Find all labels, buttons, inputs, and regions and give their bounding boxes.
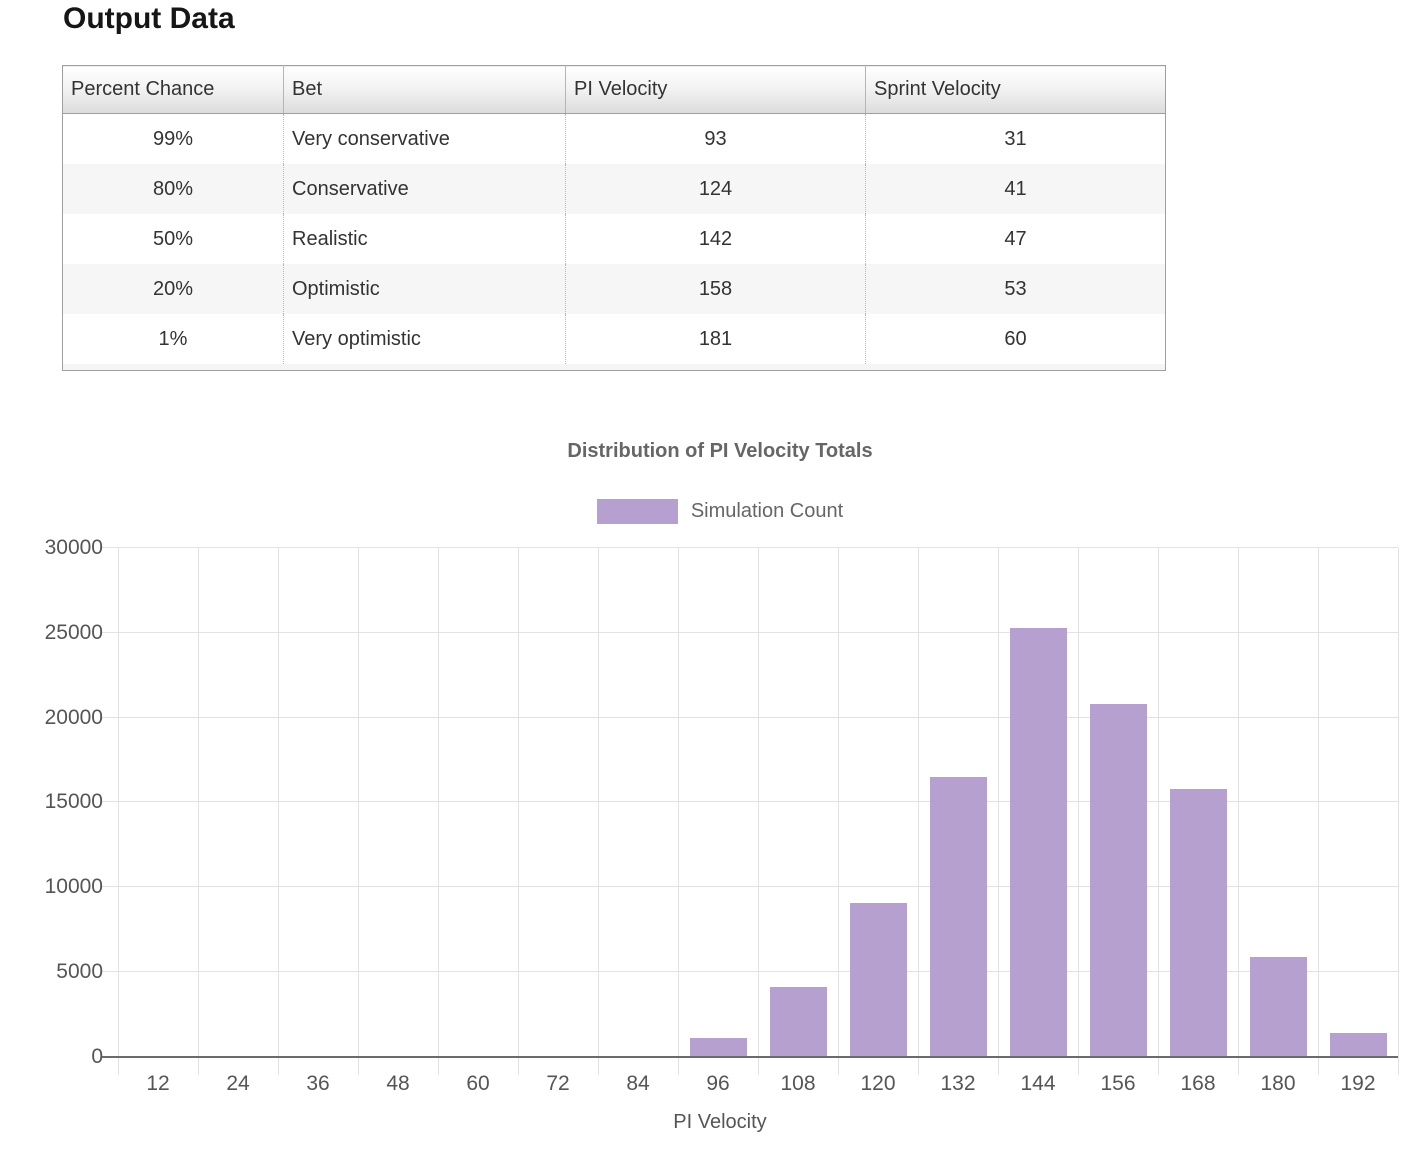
bar[interactable] <box>850 903 907 1057</box>
x-axis-label: 96 <box>706 1072 730 1095</box>
x-axis-label: 48 <box>386 1072 410 1095</box>
grid-line-vertical <box>118 548 119 1075</box>
x-axis-label: 12 <box>146 1072 170 1095</box>
x-axis-label: 24 <box>226 1072 250 1095</box>
table-cell: 158 <box>565 264 866 314</box>
legend-label: Simulation Count <box>690 500 844 522</box>
table-header-row: Percent Chance Bet PI Velocity Sprint Ve… <box>62 65 1166 114</box>
table-footer-spacer <box>62 364 1166 371</box>
y-axis-label: 10000 <box>44 875 103 898</box>
grid-line-horizontal <box>102 886 1398 887</box>
x-axis-label: 36 <box>306 1072 330 1095</box>
y-axis-label: 0 <box>91 1045 103 1068</box>
table-cell: Realistic <box>283 214 566 264</box>
y-axis-label: 20000 <box>44 706 103 729</box>
table-cell: Optimistic <box>283 264 566 314</box>
bar[interactable] <box>1090 704 1147 1057</box>
table-row: 50% Realistic 142 47 <box>62 214 1166 264</box>
grid-line-vertical <box>1078 548 1079 1075</box>
table-cell: 50% <box>62 214 284 264</box>
grid-line-vertical <box>1318 548 1319 1075</box>
grid-line-vertical <box>438 548 439 1075</box>
x-axis-label: 120 <box>860 1072 896 1095</box>
page-title: Output Data <box>63 2 235 35</box>
y-axis-label: 30000 <box>44 536 103 559</box>
table-row: 20% Optimistic 158 53 <box>62 264 1166 314</box>
grid-line-vertical <box>598 548 599 1075</box>
table-cell: 41 <box>865 164 1166 214</box>
x-axis-label: 84 <box>626 1072 650 1095</box>
x-axis-label: 168 <box>1180 1072 1216 1095</box>
table-cell: 47 <box>865 214 1166 264</box>
table-row: 80% Conservative 124 41 <box>62 164 1166 214</box>
grid-line-vertical <box>998 548 999 1075</box>
table-cell: 1% <box>62 314 284 364</box>
column-header-sprint-velocity: Sprint Velocity <box>865 65 1166 114</box>
x-axis-baseline <box>102 1056 1398 1058</box>
grid-line-vertical <box>1398 548 1399 1075</box>
grid-line-vertical <box>758 548 759 1075</box>
bar[interactable] <box>690 1038 747 1057</box>
table-cell: Very optimistic <box>283 314 566 364</box>
table-row: 99% Very conservative 93 31 <box>62 113 1166 164</box>
x-axis-label: 108 <box>780 1072 816 1095</box>
x-axis-label: 180 <box>1260 1072 1296 1095</box>
y-axis-label: 5000 <box>56 960 103 983</box>
grid-line-vertical <box>278 548 279 1075</box>
grid-line-vertical <box>838 548 839 1075</box>
grid-line-horizontal <box>102 971 1398 972</box>
table-cell: 31 <box>865 113 1166 164</box>
grid-line-vertical <box>198 548 199 1075</box>
grid-line-vertical <box>518 548 519 1075</box>
table-cell: 142 <box>565 214 866 264</box>
table-cell: 60 <box>865 314 1166 364</box>
grid-line-vertical <box>918 548 919 1075</box>
bar[interactable] <box>1170 789 1227 1057</box>
x-axis-label: 156 <box>1100 1072 1136 1095</box>
grid-line-horizontal <box>102 717 1398 718</box>
x-axis-label: 144 <box>1020 1072 1056 1095</box>
column-header-pi-velocity: PI Velocity <box>565 65 866 114</box>
chart: Distribution of PI Velocity Totals Simul… <box>0 435 1416 1152</box>
table-cell: 99% <box>62 113 284 164</box>
table-cell: 124 <box>565 164 866 214</box>
chart-title: Distribution of PI Velocity Totals <box>567 440 873 462</box>
legend-item-simulation-count[interactable]: Simulation Count <box>596 499 844 524</box>
y-axis-label: 25000 <box>44 621 103 644</box>
grid-line-horizontal <box>102 632 1398 633</box>
output-data-table: Percent Chance Bet PI Velocity Sprint Ve… <box>62 65 1166 371</box>
table-cell: 181 <box>565 314 866 364</box>
bar[interactable] <box>1010 628 1067 1057</box>
grid-line-horizontal <box>102 801 1398 802</box>
x-axis-label: 132 <box>940 1072 976 1095</box>
y-axis-label: 15000 <box>44 790 103 813</box>
table-cell: Very conservative <box>283 113 566 164</box>
x-axis-label: 192 <box>1340 1072 1376 1095</box>
column-header-bet: Bet <box>283 65 566 114</box>
bar[interactable] <box>930 777 987 1057</box>
grid-line-horizontal <box>102 547 1398 548</box>
table-cell: 53 <box>865 264 1166 314</box>
table-row: 1% Very optimistic 181 60 <box>62 314 1166 364</box>
plot-area <box>102 547 1399 1075</box>
table-cell: Conservative <box>283 164 566 214</box>
chart-legend: Simulation Count <box>0 499 1416 524</box>
x-axis-title: PI Velocity <box>673 1111 767 1133</box>
grid-line-vertical <box>678 548 679 1075</box>
grid-line-vertical <box>1158 548 1159 1075</box>
legend-swatch <box>596 499 678 524</box>
x-axis-label: 72 <box>546 1072 570 1095</box>
grid-line-vertical <box>1238 548 1239 1075</box>
bar[interactable] <box>1330 1033 1387 1057</box>
bar[interactable] <box>1250 957 1307 1057</box>
bar[interactable] <box>770 987 827 1057</box>
grid-line-vertical <box>358 548 359 1075</box>
table-cell: 20% <box>62 264 284 314</box>
table-cell: 93 <box>565 113 866 164</box>
table-cell: 80% <box>62 164 284 214</box>
column-header-percent-chance: Percent Chance <box>62 65 284 114</box>
x-axis-label: 60 <box>466 1072 490 1095</box>
